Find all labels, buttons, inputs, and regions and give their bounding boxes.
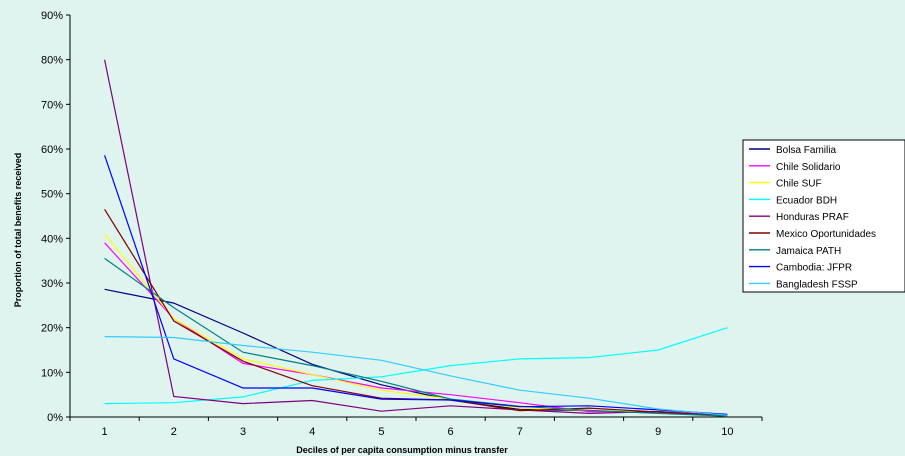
y-axis-title: Proportion of total benefits received bbox=[13, 153, 23, 308]
legend-label: Honduras PRAF bbox=[776, 212, 849, 223]
x-tick-label: 7 bbox=[517, 426, 523, 438]
y-tick-label: 0% bbox=[47, 412, 63, 424]
y-tick-label: 50% bbox=[41, 189, 63, 201]
series-line-2 bbox=[104, 242, 728, 416]
legend-label: Bolsa Familia bbox=[776, 145, 836, 156]
y-tick-label: 80% bbox=[41, 55, 63, 67]
series-line-9 bbox=[104, 336, 728, 416]
y-tick-label: 20% bbox=[41, 323, 63, 335]
legend-label: Chile SUF bbox=[776, 179, 822, 190]
legend-label: Jamaica PATH bbox=[776, 246, 841, 257]
series-line-6 bbox=[104, 208, 728, 417]
x-tick-label: 4 bbox=[309, 426, 315, 438]
plot-series bbox=[104, 59, 728, 417]
x-tick-label: 6 bbox=[448, 426, 454, 438]
x-tick-label: 5 bbox=[378, 426, 384, 438]
y-tick-label: 30% bbox=[41, 278, 63, 290]
legend-label: Chile Solidario bbox=[776, 162, 841, 173]
y-tick-label: 10% bbox=[41, 367, 63, 379]
series-line-7 bbox=[104, 257, 728, 417]
x-tick-label: 10 bbox=[721, 426, 733, 438]
x-tick-label: 3 bbox=[240, 426, 246, 438]
y-tick-label: 90% bbox=[41, 10, 63, 22]
x-tick-label: 8 bbox=[586, 426, 592, 438]
legend-label: Bangladesh FSSP bbox=[776, 279, 858, 290]
x-tick-label: 2 bbox=[171, 426, 177, 438]
y-tick-label: 40% bbox=[41, 233, 63, 245]
series-line-5 bbox=[104, 59, 728, 417]
legend-label: Ecuador BDH bbox=[776, 195, 837, 206]
series-line-8 bbox=[104, 155, 728, 415]
x-tick-label: 1 bbox=[102, 426, 108, 438]
x-axis: 1 2 3 4 5 6 7 8 9 10 bbox=[69, 416, 763, 438]
y-tick-label: 70% bbox=[41, 99, 63, 111]
legend-label: Cambodia: JFPR bbox=[776, 263, 852, 274]
y-axis: 0% 10% 20% 30% 40% 50% 60% 70% 80% 90% bbox=[41, 10, 71, 424]
y-tick-label: 60% bbox=[41, 144, 63, 156]
series-line-3 bbox=[104, 233, 728, 417]
x-axis-title: Deciles of per capita consumption minus … bbox=[296, 445, 508, 455]
legend-label: Mexico Oportunidades bbox=[776, 229, 876, 240]
legend: Bolsa Familia Chile Solidario Chile SUF Ecu… bbox=[742, 139, 905, 293]
x-tick-label: 9 bbox=[655, 426, 661, 438]
